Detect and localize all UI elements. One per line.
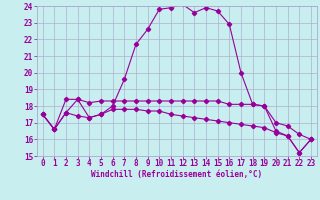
X-axis label: Windchill (Refroidissement éolien,°C): Windchill (Refroidissement éolien,°C) [91,170,262,179]
